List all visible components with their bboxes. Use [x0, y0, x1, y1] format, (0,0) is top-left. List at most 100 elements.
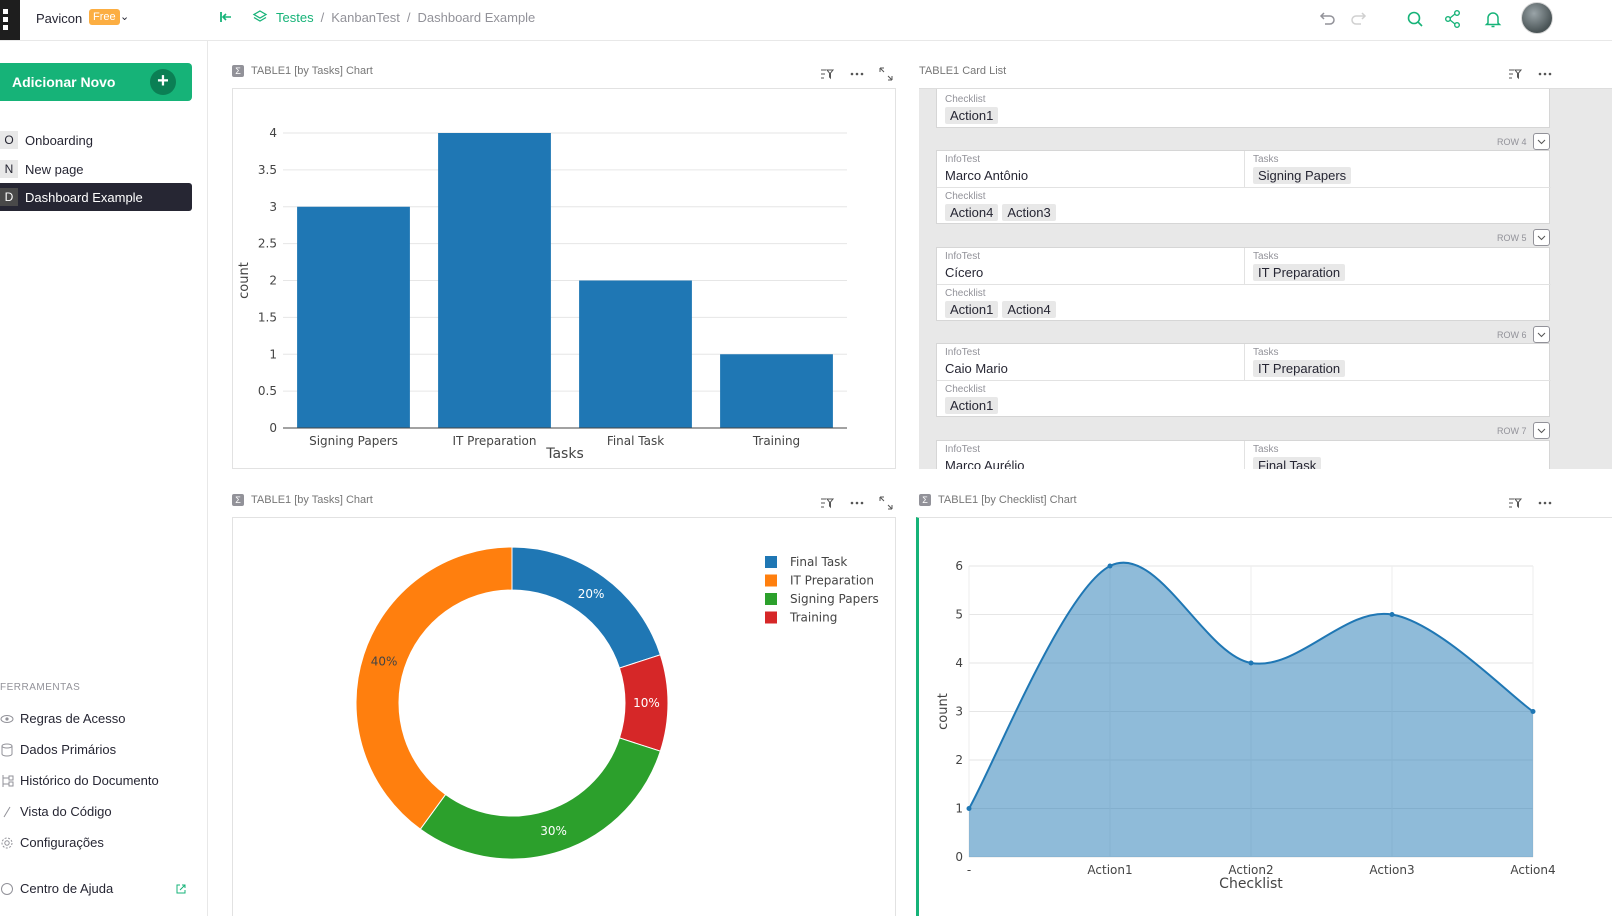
more-options-icon[interactable]	[849, 495, 865, 511]
field-label-infotest: InfoTest	[945, 347, 981, 358]
tool-settings[interactable]: Configurações	[0, 835, 104, 850]
expand-row-button[interactable]	[1533, 422, 1550, 439]
panel-title-text: TABLE1 [by Tasks] Chart	[251, 494, 373, 506]
data-point	[1530, 709, 1536, 714]
panel-title-text: TABLE1 [by Checklist] Chart	[938, 494, 1077, 506]
expand-row-button[interactable]	[1533, 229, 1550, 246]
cardlist-panel-title[interactable]: TABLE1 Card List	[919, 65, 1006, 77]
field-value-tasks: IT Preparation	[1253, 360, 1349, 377]
breadcrumb-workspace[interactable]: Testes	[276, 9, 314, 25]
x-tick-label: Action1	[1087, 863, 1132, 877]
page-item-onboarding[interactable]: O Onboarding	[0, 126, 192, 154]
card-list[interactable]: Checklist Action1 ROW 4 InfoTest Marco A…	[919, 88, 1612, 469]
bar	[720, 354, 833, 428]
card-row-7[interactable]: InfoTest Marco Aurélio Tasks Final Task	[936, 440, 1550, 469]
data-point	[966, 806, 972, 811]
tool-code-view[interactable]: Vista do Código	[0, 804, 112, 819]
card-row-4[interactable]: InfoTest Marco Antônio Tasks Signing Pap…	[936, 150, 1551, 224]
chevron-down-icon[interactable]: ⌄	[120, 11, 130, 23]
card-row-6[interactable]: InfoTest Caio Mario Tasks IT Preparation…	[936, 343, 1551, 417]
undo-icon[interactable]	[1316, 8, 1338, 30]
tool-access-rules[interactable]: Regras de Acesso	[0, 711, 126, 726]
legend-swatch	[765, 593, 777, 605]
left-sidebar: Adicionar Novo + O Onboarding N New page…	[0, 41, 208, 916]
notifications-bell-icon[interactable]	[1482, 8, 1504, 30]
more-options-icon[interactable]	[1537, 66, 1553, 82]
donut-slice	[419, 737, 661, 860]
page-label: Onboarding	[25, 132, 93, 148]
panel-title-text: TABLE1 Card List	[919, 65, 1007, 77]
sigma-icon: Σ	[919, 494, 931, 506]
bar-panel-title[interactable]: Σ TABLE1 [by Tasks] Chart	[232, 65, 373, 77]
y-tick-label: 4	[955, 656, 963, 670]
card-row-5[interactable]: InfoTest Cícero Tasks IT Preparation Che…	[936, 247, 1551, 321]
chip: Final Task	[1253, 457, 1322, 469]
tool-help-center[interactable]: Centro de Ajuda	[0, 881, 187, 896]
more-options-icon[interactable]	[1537, 495, 1553, 511]
breadcrumb-page[interactable]: Dashboard Example	[417, 9, 536, 25]
donut-slice	[511, 546, 661, 669]
page-item-dashboard-example[interactable]: D Dashboard Example	[0, 183, 192, 211]
slice-percent-label: 30%	[540, 824, 567, 838]
bar	[579, 280, 692, 428]
field-label-checklist: Checklist	[945, 384, 986, 395]
expand-row-button[interactable]	[1533, 133, 1550, 150]
x-tick-label: Signing Papers	[309, 434, 398, 448]
panel-title-text: TABLE1 [by Tasks] Chart	[251, 65, 373, 77]
donut-panel-title[interactable]: Σ TABLE1 [by Tasks] Chart	[232, 494, 373, 506]
field-label-tasks: Tasks	[1253, 347, 1279, 358]
area-chart: 0 1 2 3 4 5 6 - Action1 Action2 Action3 Action4 Chec…	[936, 559, 1556, 892]
org-name[interactable]: Pavicon	[36, 11, 83, 26]
expand-icon[interactable]	[878, 66, 894, 82]
checklist-chips: Action1	[945, 107, 1002, 124]
slice-percent-label: 20%	[578, 587, 605, 601]
expand-icon[interactable]	[878, 495, 894, 511]
donut-chart-panel: 20% 10% 30% 40% Final Task IT Preparation Sign…	[232, 517, 896, 916]
row-label: ROW 6	[1497, 330, 1527, 340]
expand-row-button[interactable]	[1533, 326, 1550, 343]
share-icon[interactable]	[1442, 8, 1464, 30]
sort-filter-icon[interactable]	[1507, 66, 1523, 82]
chip: Action3	[1002, 204, 1056, 221]
y-tick-label: 0	[269, 421, 277, 435]
sort-filter-icon[interactable]	[1507, 495, 1523, 511]
tool-label: Vista do Código	[20, 804, 112, 819]
sort-filter-icon[interactable]	[819, 495, 835, 511]
user-avatar[interactable]	[1521, 2, 1553, 34]
tool-raw-data[interactable]: Dados Primários	[0, 742, 116, 757]
tool-document-history[interactable]: Histórico do Documento	[0, 773, 159, 788]
breadcrumb-separator: /	[320, 9, 325, 25]
y-tick-label: 6	[955, 559, 963, 573]
chip: IT Preparation	[1253, 264, 1346, 281]
y-tick-label: 5	[955, 608, 963, 622]
breadcrumb-doc[interactable]: KanbanTest	[331, 9, 400, 25]
chip: Action4	[945, 204, 999, 221]
app-logo-icon[interactable]	[0, 0, 20, 40]
slice-percent-label: 40%	[371, 654, 398, 668]
card-row-3[interactable]: Checklist Action1	[936, 89, 1550, 128]
page-item-new-page[interactable]: N New page	[0, 155, 192, 183]
page-label: Dashboard Example	[25, 189, 143, 205]
y-tick-label: 1	[269, 347, 277, 361]
code-icon	[3, 806, 11, 817]
y-tick-label: 0.5	[258, 384, 277, 398]
checklist-chips: Action4 Action3	[945, 204, 1060, 221]
chip: Action1	[945, 107, 999, 124]
add-new-button[interactable]: Adicionar Novo +	[0, 63, 192, 101]
redo-icon[interactable]	[1348, 8, 1370, 30]
search-icon[interactable]	[1404, 8, 1426, 30]
bar	[297, 206, 410, 428]
x-tick-label: -	[967, 863, 971, 877]
chip: Action4	[1002, 301, 1056, 318]
y-tick-label: 1	[955, 802, 963, 816]
x-tick-label: Action2	[1228, 863, 1273, 877]
chip: Action1	[945, 397, 999, 414]
y-axis-title: count	[936, 693, 951, 730]
row-label: ROW 7	[1497, 426, 1527, 436]
data-point	[1107, 563, 1113, 569]
more-options-icon[interactable]	[849, 66, 865, 82]
field-value-tasks: Signing Papers	[1253, 167, 1355, 184]
sort-filter-icon[interactable]	[819, 66, 835, 82]
area-panel-title[interactable]: Σ TABLE1 [by Checklist] Chart	[919, 494, 1077, 506]
collapse-panel-icon[interactable]	[218, 9, 234, 25]
